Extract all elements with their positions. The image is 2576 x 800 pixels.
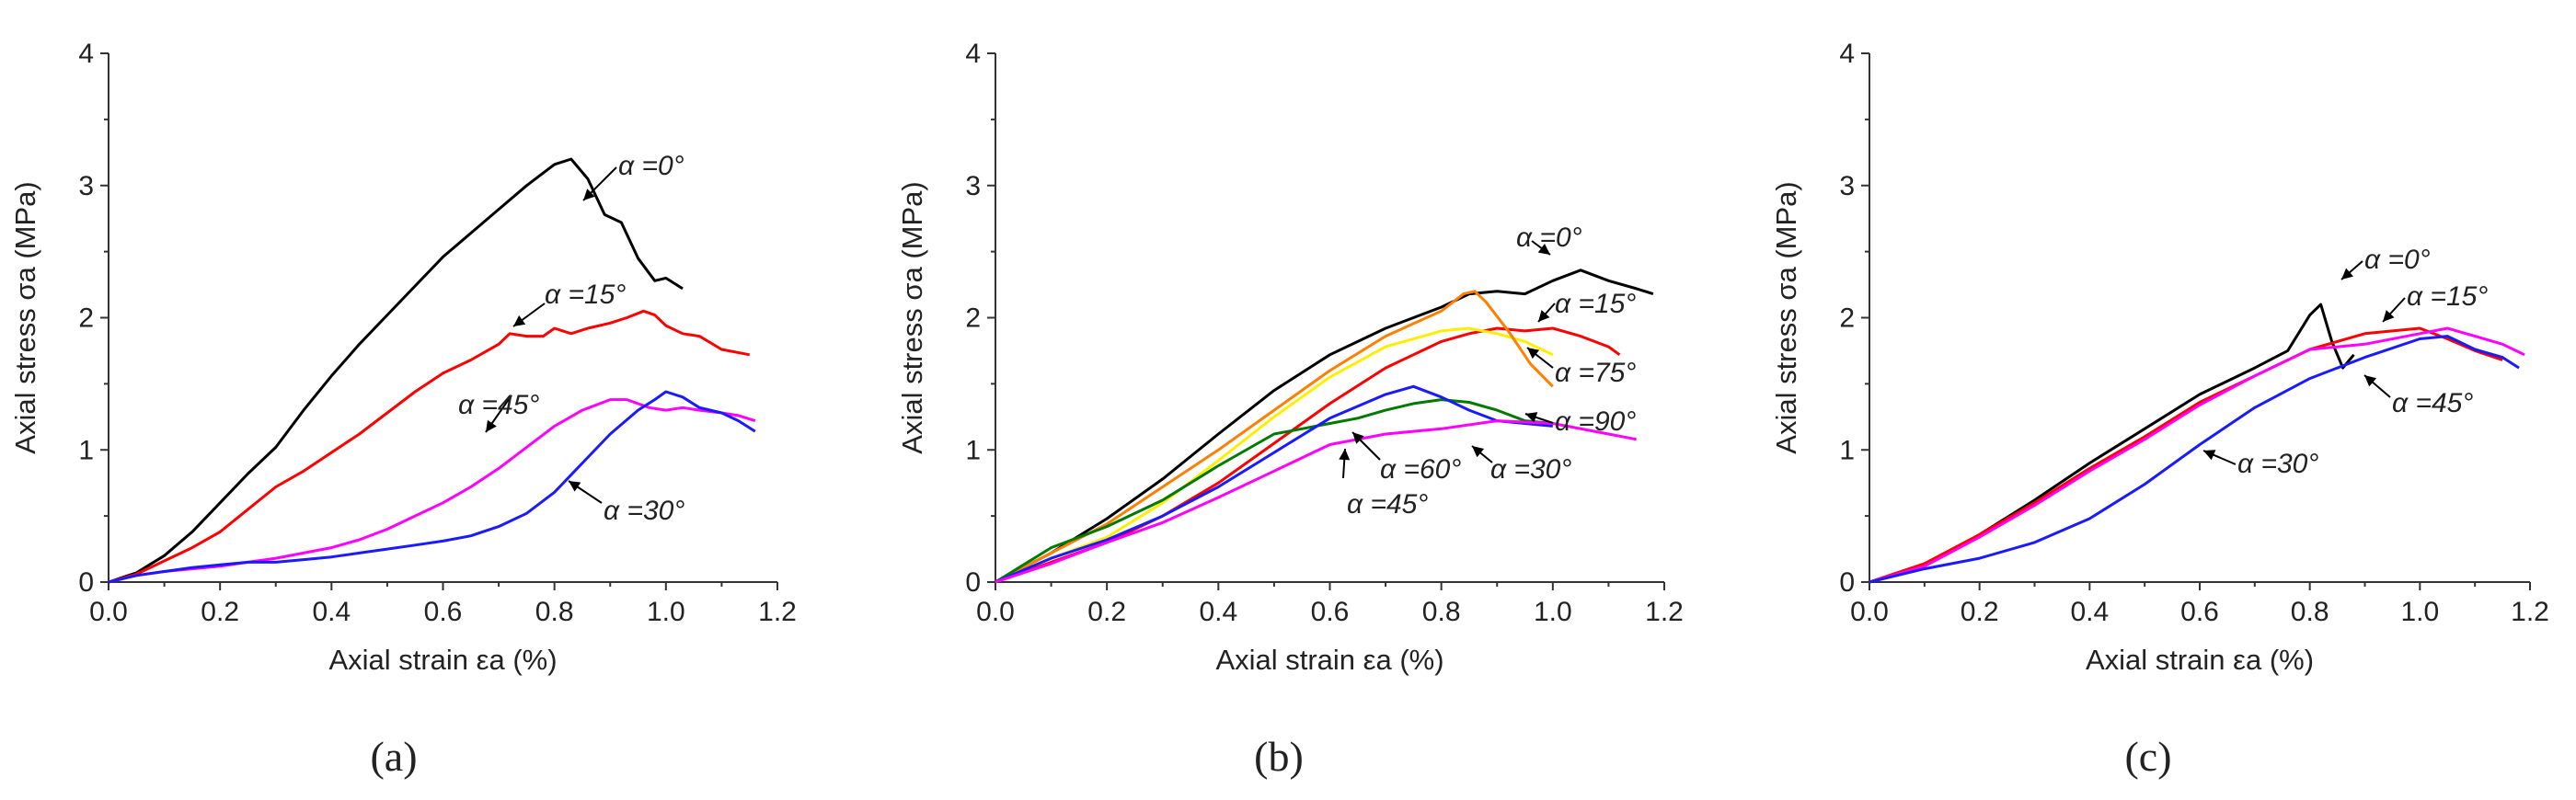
- series-line: [1869, 335, 2520, 584]
- annotation-label: α =45°: [458, 390, 539, 420]
- y-tick-label: 0: [965, 567, 981, 598]
- x-tick-label: 0.4: [2070, 597, 2109, 627]
- x-tick-label: 0.6: [1311, 597, 1350, 627]
- y-axis-title: Axial stress σa (MPa): [1770, 181, 1802, 453]
- panel-caption: (c): [2124, 733, 2171, 780]
- x-tick-label: 0.8: [535, 597, 574, 627]
- y-tick-label: 1: [965, 435, 981, 465]
- x-tick-label: 0.4: [1199, 597, 1237, 627]
- series-line: [108, 390, 756, 584]
- annotation-arrowhead: [2341, 268, 2353, 280]
- x-tick-label: 1.0: [1534, 597, 1572, 627]
- series-line: [1869, 303, 2355, 584]
- x-tick-label: 0.0: [1850, 597, 1889, 627]
- series-line: [995, 326, 1554, 584]
- y-tick-label: 4: [965, 39, 981, 69]
- chart-panel-b: 0.0 0.2 0.4 0.6 0.8 1.0 1.2 0 1 2 3 4 Axial strain ε…: [896, 39, 1684, 780]
- annotation-arrowhead: [1339, 449, 1351, 461]
- annotation-label: α =45°: [2392, 388, 2473, 418]
- x-axis-title: Axial strain εa (%): [328, 644, 557, 676]
- x-tick-label: 0.0: [976, 597, 1015, 627]
- x-tick-label: 0.8: [2291, 597, 2329, 627]
- series-line: [995, 384, 1553, 584]
- x-tick-label: 0.4: [312, 597, 351, 627]
- series-line: [1869, 326, 2525, 584]
- chart-panel-c: 0.0 0.2 0.4 0.6 0.8 1.0 1.2 0 1 2 3 4 Axial strain ε…: [1770, 39, 2549, 780]
- series-line: [995, 398, 1553, 584]
- y-tick-label: 0: [1839, 567, 1855, 598]
- series-line: [995, 290, 1554, 584]
- y-axis-title: Axial stress σa (MPa): [9, 181, 41, 453]
- annotation-label: α =30°: [1490, 454, 1571, 485]
- x-tick-label: 1.2: [1645, 597, 1684, 627]
- series-line: [108, 157, 684, 584]
- y-tick-label: 1: [78, 435, 94, 465]
- series-line: [995, 269, 1654, 584]
- panel-caption: (b): [1254, 733, 1304, 780]
- y-tick-label: 2: [1839, 303, 1855, 334]
- x-tick-label: 0.2: [1961, 597, 1999, 627]
- annotation-arrowhead: [1525, 412, 1538, 423]
- y-tick-label: 4: [1839, 39, 1855, 69]
- x-tick-label: 0.2: [1087, 597, 1126, 627]
- annotation-label: α =15°: [545, 280, 626, 310]
- x-tick-label: 1.2: [758, 597, 797, 627]
- annotation-arrowhead: [486, 419, 497, 432]
- annotation-arrowhead: [1352, 432, 1364, 444]
- series-line: [108, 398, 756, 584]
- y-tick-label: 3: [965, 171, 981, 201]
- y-axis-title: Axial stress σa (MPa): [896, 181, 928, 453]
- annotation-label: α =0°: [618, 151, 684, 181]
- y-tick-label: 0: [78, 567, 94, 598]
- annotation-label: α =30°: [2237, 449, 2318, 479]
- annotation-arrowhead: [2364, 375, 2377, 387]
- x-tick-label: 1.0: [647, 597, 685, 627]
- annotation-label: α =75°: [1555, 358, 1636, 388]
- y-tick-label: 2: [78, 303, 94, 334]
- annotation-arrowhead: [1538, 310, 1550, 322]
- annotation-arrowhead: [2203, 450, 2216, 461]
- panel-caption: (a): [370, 733, 417, 780]
- annotation-arrowhead: [1527, 348, 1540, 360]
- series-line: [108, 309, 750, 584]
- x-tick-label: 0.2: [201, 597, 239, 627]
- y-tick-label: 3: [1839, 171, 1855, 201]
- annotation-arrowhead: [1537, 244, 1550, 255]
- x-tick-label: 0.0: [89, 597, 128, 627]
- x-tick-label: 0.6: [424, 597, 463, 627]
- annotation-arrowhead: [583, 189, 595, 200]
- annotation-label: α =30°: [604, 496, 684, 526]
- y-tick-label: 3: [78, 171, 94, 201]
- y-tick-label: 2: [965, 303, 981, 334]
- annotation-label: α =15°: [2407, 281, 2488, 312]
- annotation-label: α =0°: [1516, 223, 1582, 253]
- annotation-label: α =90°: [1555, 406, 1636, 437]
- annotation-arrowhead: [513, 315, 526, 326]
- x-tick-label: 0.6: [2180, 597, 2219, 627]
- y-tick-label: 1: [1839, 435, 1855, 465]
- x-axis-title: Axial strain εa (%): [2086, 644, 2314, 676]
- x-axis-title: Axial strain εa (%): [1215, 644, 1443, 676]
- series-line: [995, 419, 1637, 584]
- chart-panel-a: 0.0 0.2 0.4 0.6 0.8 1.0 1.2 0 1 2 3 4 Axial strain ε…: [9, 39, 797, 780]
- x-tick-label: 1.2: [2511, 597, 2549, 627]
- annotation-label: α =0°: [2364, 245, 2431, 275]
- annotation-label: α =15°: [1555, 289, 1636, 319]
- annotation-arrowhead: [2383, 310, 2395, 322]
- y-tick-label: 4: [78, 39, 94, 69]
- x-tick-label: 0.8: [1422, 597, 1461, 627]
- annotation-arrowhead: [1472, 446, 1485, 458]
- annotation-arrowhead: [569, 481, 581, 492]
- annotation-label: α =60°: [1380, 454, 1461, 485]
- x-tick-label: 1.0: [2400, 597, 2439, 627]
- annotation-label: α =45°: [1347, 489, 1428, 520]
